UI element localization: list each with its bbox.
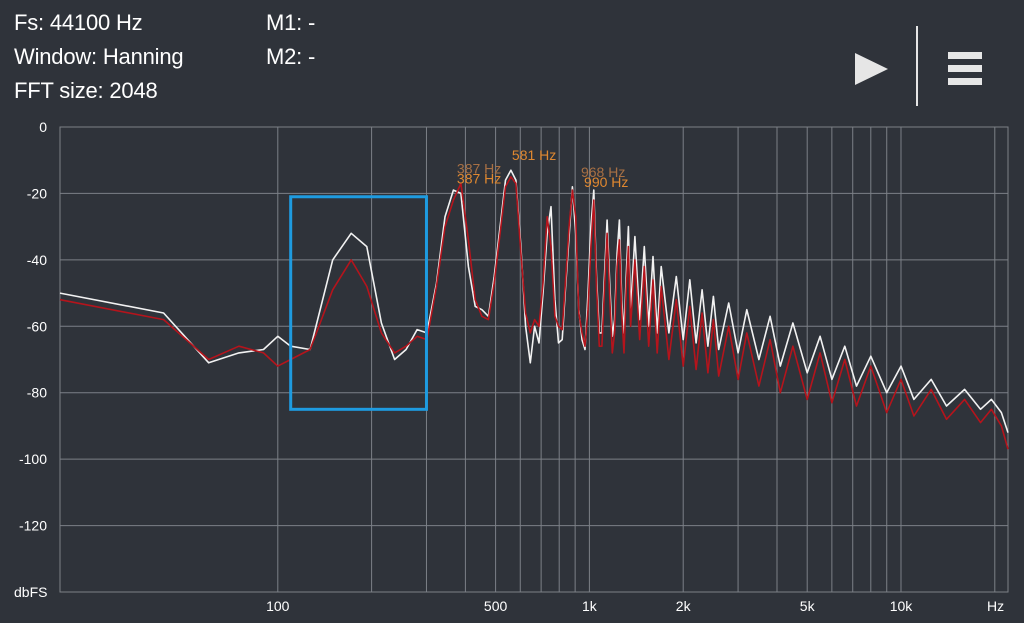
axis-labels: dbFS Hz 0 -20 -40 -60 -80 -100 -120 100 500 1k 2k 5… — [14, 119, 1004, 614]
marker-2-label: M2: - — [266, 44, 316, 69]
x-tick-label: 100 — [266, 598, 290, 614]
trace-red — [59, 176, 1009, 450]
y-tick-label: -40 — [27, 252, 47, 268]
hamburger-menu-icon — [948, 52, 982, 85]
peak-frequency-label: 990 Hz — [584, 174, 628, 190]
trace-white — [59, 169, 1009, 433]
plot-frame — [59, 126, 1009, 593]
y-tick-label: -60 — [27, 318, 47, 334]
sample-rate-label: Fs: 44100 Hz — [14, 10, 143, 35]
play-icon — [855, 53, 888, 85]
x-tick-label: 10k — [890, 598, 914, 614]
marker-1-label: M1: - — [266, 10, 316, 35]
x-tick-label: 500 — [484, 598, 508, 614]
highlight-box — [289, 195, 428, 411]
highlight — [289, 195, 428, 411]
x-unit-label: Hz — [987, 598, 1004, 614]
peak-frequency-label: 581 Hz — [512, 147, 556, 163]
play-button[interactable] — [850, 48, 892, 90]
grid — [59, 126, 1009, 593]
y-tick-label: -20 — [27, 185, 47, 201]
toolbar-divider — [916, 26, 918, 106]
marker-info: M1: - M2: - — [266, 6, 315, 74]
fft-size-label: FFT size: 2048 — [14, 78, 158, 103]
x-tick-label: 1k — [582, 598, 598, 614]
y-tick-label: -120 — [19, 518, 47, 534]
peak-frequency-label: 387 Hz — [457, 161, 501, 177]
window-type-label: Window: Hanning — [14, 44, 184, 69]
x-tick-label: 2k — [676, 598, 692, 614]
x-tick-label: 5k — [800, 598, 816, 614]
y-tick-label: -80 — [27, 385, 47, 401]
analysis-info: Fs: 44100 Hz Window: Hanning FFT size: 2… — [14, 6, 184, 108]
menu-button[interactable] — [944, 48, 986, 90]
y-unit-label: dbFS — [14, 584, 47, 600]
peak-frequency-label: 387 Hz — [457, 170, 501, 186]
peak-frequency-label: 968 Hz — [581, 164, 625, 180]
series — [59, 169, 1009, 450]
y-tick-label: -100 — [19, 451, 47, 467]
y-tick-label: 0 — [39, 119, 47, 135]
